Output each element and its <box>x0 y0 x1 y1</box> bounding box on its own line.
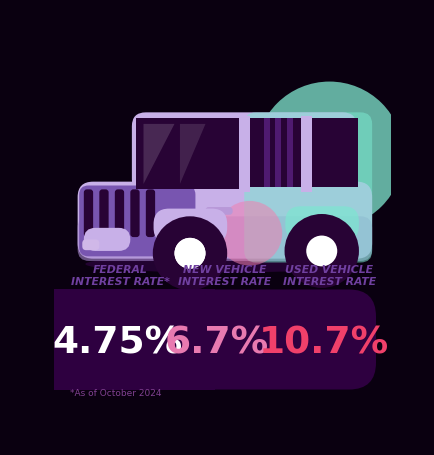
Circle shape <box>284 214 358 288</box>
FancyBboxPatch shape <box>82 239 99 250</box>
Polygon shape <box>135 118 240 189</box>
Ellipse shape <box>85 256 356 273</box>
Text: USED VEHICLE
INTEREST RATE: USED VEHICLE INTEREST RATE <box>282 265 375 287</box>
Polygon shape <box>180 124 205 184</box>
Polygon shape <box>143 124 174 184</box>
FancyBboxPatch shape <box>145 189 155 237</box>
Polygon shape <box>263 118 269 187</box>
Circle shape <box>174 238 205 268</box>
FancyBboxPatch shape <box>54 289 375 389</box>
Polygon shape <box>309 118 357 187</box>
Polygon shape <box>275 118 281 187</box>
Text: NEW VEHICLE
INTEREST RATE: NEW VEHICLE INTEREST RATE <box>178 265 271 287</box>
Circle shape <box>306 236 336 266</box>
FancyBboxPatch shape <box>205 207 232 215</box>
FancyBboxPatch shape <box>77 216 371 261</box>
Text: FEDERAL
INTEREST RATE*: FEDERAL INTEREST RATE* <box>71 265 169 287</box>
FancyBboxPatch shape <box>99 189 108 237</box>
FancyBboxPatch shape <box>153 208 227 243</box>
FancyBboxPatch shape <box>132 112 356 193</box>
FancyBboxPatch shape <box>243 112 371 263</box>
Wedge shape <box>155 128 294 197</box>
Text: *As of October 2024: *As of October 2024 <box>70 389 161 398</box>
FancyBboxPatch shape <box>77 182 371 258</box>
Circle shape <box>217 201 282 266</box>
Ellipse shape <box>175 239 204 267</box>
FancyBboxPatch shape <box>79 186 195 256</box>
Text: 6.7%: 6.7% <box>164 325 269 361</box>
Polygon shape <box>238 116 249 192</box>
FancyBboxPatch shape <box>285 206 358 241</box>
Text: 4.75%: 4.75% <box>53 325 183 361</box>
FancyBboxPatch shape <box>130 189 139 237</box>
Bar <box>54 289 215 389</box>
FancyBboxPatch shape <box>84 228 130 251</box>
Text: 10.7%: 10.7% <box>258 325 388 361</box>
FancyBboxPatch shape <box>115 189 124 237</box>
Circle shape <box>255 81 402 228</box>
Circle shape <box>152 216 227 290</box>
Ellipse shape <box>306 237 336 265</box>
FancyBboxPatch shape <box>84 189 93 237</box>
Circle shape <box>174 238 205 268</box>
Polygon shape <box>286 118 293 187</box>
Polygon shape <box>247 118 302 187</box>
Polygon shape <box>300 116 311 192</box>
